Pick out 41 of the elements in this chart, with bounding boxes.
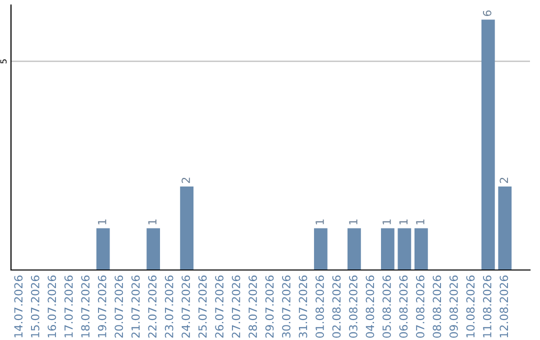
x-tick-label: 08.08.2026 bbox=[432, 276, 442, 338]
x-tick-label: 30.07.2026 bbox=[282, 276, 290, 338]
x-tick-label: 15.07.2026 bbox=[30, 276, 40, 338]
data-label: 1 bbox=[349, 219, 358, 224]
x-tick-label: 31.07.2026 bbox=[298, 276, 308, 338]
x-tick-label: 09.08.2026 bbox=[449, 276, 458, 338]
data-label: 6 bbox=[482, 10, 492, 16]
x-tick-label: 18.07.2026 bbox=[81, 276, 90, 338]
data-label: 1 bbox=[382, 219, 391, 224]
x-tick-label: 03.08.2026 bbox=[349, 276, 358, 338]
x-tick-label: 21.07.2026 bbox=[131, 276, 140, 338]
data-label: 1 bbox=[148, 219, 156, 224]
x-tick-label: 22.07.2026 bbox=[148, 276, 157, 338]
data-label: 1 bbox=[416, 219, 424, 224]
x-tick-label: 11.08.2026 bbox=[482, 276, 492, 338]
x-tick-label: 12.08.2026 bbox=[500, 276, 508, 338]
data-label: 2 bbox=[500, 178, 508, 183]
x-tick-label: 04.08.2026 bbox=[366, 276, 374, 338]
x-tick-label: 20.07.2026 bbox=[114, 276, 124, 338]
x-tick-label: 27.07.2026 bbox=[232, 276, 240, 338]
x-tick-label: 16.07.2026 bbox=[48, 276, 56, 338]
x-tick-label: 25.07.2026 bbox=[198, 276, 207, 338]
x-tick-label: 17.07.2026 bbox=[64, 276, 73, 338]
x-tick-label: 14.07.2026 bbox=[14, 276, 23, 338]
data-label: 1 bbox=[316, 219, 324, 224]
y-tick-label: 5 bbox=[0, 59, 7, 64]
x-tick-label: 05.08.2026 bbox=[382, 276, 391, 338]
x-tick-label: 28.07.2026 bbox=[248, 276, 257, 338]
x-tick-label: 24.07.2026 bbox=[182, 276, 190, 338]
x-tick-label: 10.08.2026 bbox=[466, 276, 475, 338]
x-tick-label: 26.07.2026 bbox=[215, 276, 224, 338]
x-tick-label: 23.07.2026 bbox=[164, 276, 174, 338]
data-label: 2 bbox=[182, 178, 190, 183]
data-label: 1 bbox=[399, 219, 408, 224]
x-tick-label: 29.07.2026 bbox=[265, 276, 274, 338]
data-label: 1 bbox=[98, 219, 106, 224]
x-tick-label: 02.08.2026 bbox=[332, 276, 341, 338]
x-tick-label: 01.08.2026 bbox=[316, 276, 324, 338]
x-tick-label: 07.08.2026 bbox=[416, 276, 424, 338]
x-tick-label: 19.07.2026 bbox=[98, 276, 106, 338]
x-tick-label: 06.08.2026 bbox=[399, 276, 408, 338]
